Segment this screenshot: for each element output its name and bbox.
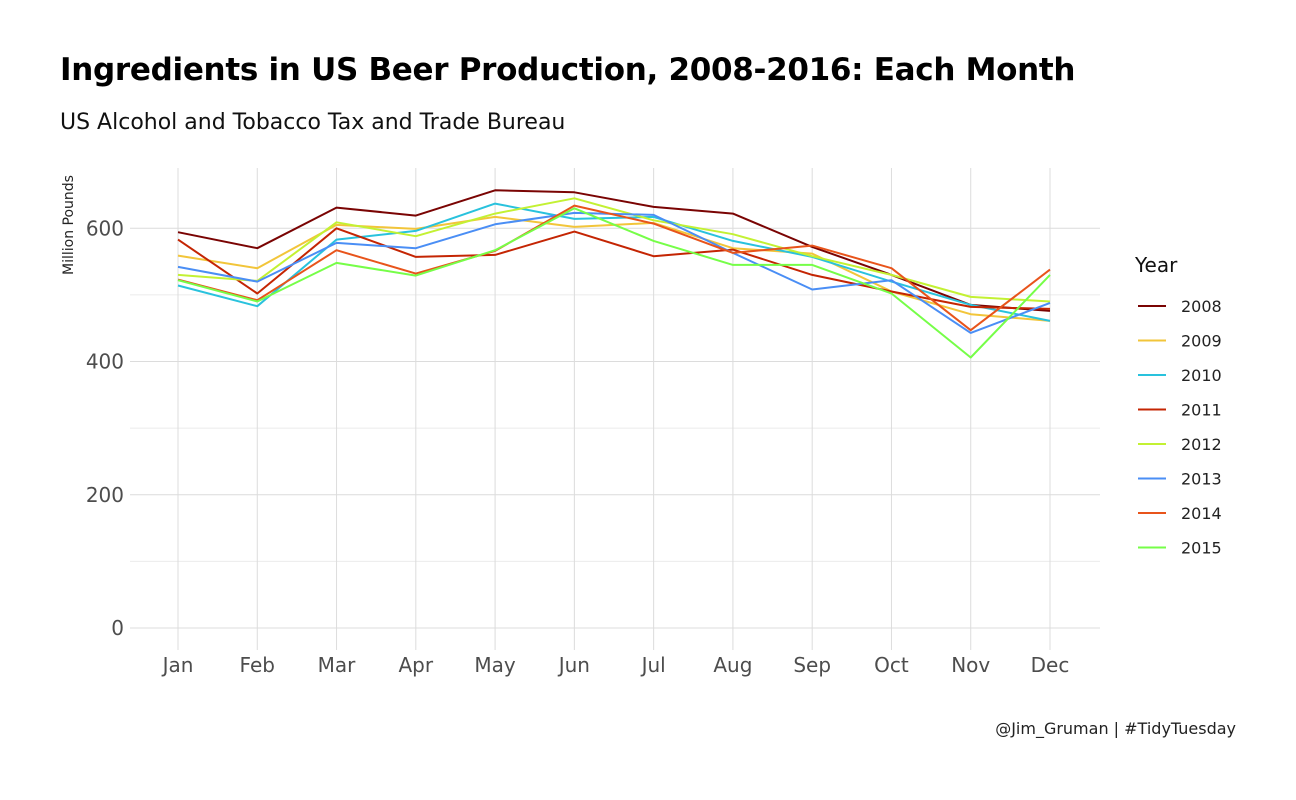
chart-subtitle: US Alcohol and Tobacco Tax and Trade Bur…: [60, 110, 566, 135]
legend-title: Year: [1134, 253, 1178, 277]
y-tick-label: 400: [86, 350, 124, 374]
series-lines: [177, 189, 1051, 359]
legend-label-2015: 2015: [1181, 539, 1222, 558]
series-line-2014: [177, 204, 1051, 332]
x-tick-label: Jun: [557, 653, 590, 677]
grid-major: [130, 168, 1100, 650]
legend-label-2010: 2010: [1181, 366, 1222, 385]
y-tick-label: 200: [86, 483, 124, 507]
x-tick-label: Aug: [713, 653, 752, 677]
x-tick-label: Dec: [1031, 653, 1070, 677]
y-tick-label: 600: [86, 216, 124, 240]
x-tick-label: Feb: [240, 653, 275, 677]
series-line-2015: [177, 207, 1051, 359]
legend-label-2012: 2012: [1181, 435, 1222, 454]
x-tick-labels: Jan Feb Mar Apr May Jun Jul Aug Sep Oct Nov Dec: [161, 653, 1070, 677]
x-tick-label: Oct: [874, 653, 909, 677]
x-tick-label: May: [474, 653, 516, 677]
grid-minor: [130, 294, 1100, 562]
chart-title: Ingredients in US Beer Production, 2008-…: [60, 52, 1076, 88]
legend: Year 2008 2009 2010 2011 2012 2013 2014 2015: [1134, 253, 1222, 558]
x-tick-label: Jul: [640, 653, 666, 677]
legend-label-2008: 2008: [1181, 297, 1222, 316]
chart-caption: @Jim_Gruman | #TidyTuesday: [995, 719, 1236, 738]
legend-label-2009: 2009: [1181, 332, 1222, 351]
x-tick-label: Jan: [161, 653, 194, 677]
legend-label-2013: 2013: [1181, 470, 1222, 489]
series-line-2010: [177, 202, 1051, 322]
legend-label-2011: 2011: [1181, 401, 1222, 420]
y-tick-label: 0: [111, 616, 124, 640]
series-line-2008: [177, 189, 1051, 312]
x-tick-label: Apr: [399, 653, 434, 677]
x-tick-label: Mar: [318, 653, 357, 677]
series-line-2011: [177, 227, 1051, 310]
x-tick-label: Sep: [793, 653, 831, 677]
x-tick-label: Nov: [951, 653, 990, 677]
legend-label-2014: 2014: [1181, 504, 1222, 523]
y-axis-label: Million Pounds: [61, 175, 77, 275]
series-line-2009: [177, 215, 1051, 322]
y-tick-labels: 0 200 400 600: [86, 216, 124, 640]
